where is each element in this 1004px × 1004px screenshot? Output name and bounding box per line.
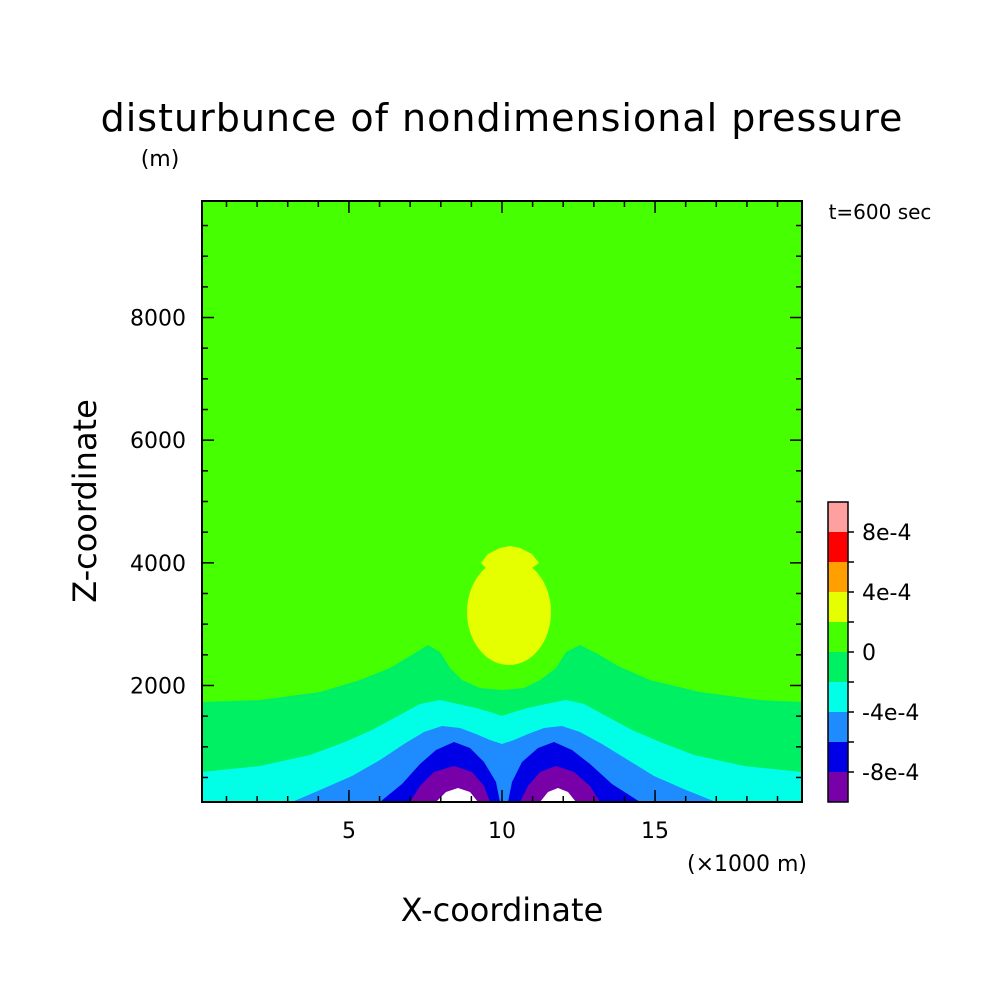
y-tick-label: 8000 [130,307,186,332]
contour-positive-cap [481,546,539,568]
colorbar: -8e-4 -4e-4 0 4e-4 8e-4 [827,501,919,803]
colorbar-swatch [828,742,848,772]
x-tick-label: 10 [488,819,516,844]
colorbar-tick-label: 4e-4 [862,581,911,606]
colorbar-tick-label: -8e-4 [862,761,919,786]
colorbar-swatch [828,682,848,712]
colorbar-tick-label: -4e-4 [862,701,919,726]
colorbar-swatch [828,772,848,802]
contour-positive-ellipse [467,559,551,665]
colorbar-swatch [828,712,848,742]
colorbar-tick-label: 0 [862,641,876,666]
colorbar-swatch [828,622,848,652]
x-unit-label: (×1000 m) [687,852,807,877]
time-label: t=600 sec [829,200,932,224]
colorbar-swatch [828,502,848,532]
axis-tick-labels: 5 10 15 2000 4000 6000 8000 [130,307,669,844]
y-unit-label: (m) [141,147,180,172]
chart-title: disturbunce of nondimensional pressure [101,96,904,140]
y-axis-label: Z-coordinate [66,399,104,603]
y-tick-label: 6000 [130,429,186,454]
colorbar-swatch [828,592,848,622]
colorbar-swatch [828,562,848,592]
x-axis-label: X-coordinate [401,891,604,929]
colorbar-swatch [828,532,848,562]
axis-ticks [202,201,802,802]
colorbar-tick-label: 8e-4 [862,521,911,546]
x-tick-label: 5 [342,819,356,844]
x-tick-label: 15 [641,819,669,844]
contour-plot-area [201,200,803,803]
colorbar-swatch [828,652,848,682]
y-tick-label: 4000 [130,552,186,577]
y-tick-label: 2000 [130,674,186,699]
